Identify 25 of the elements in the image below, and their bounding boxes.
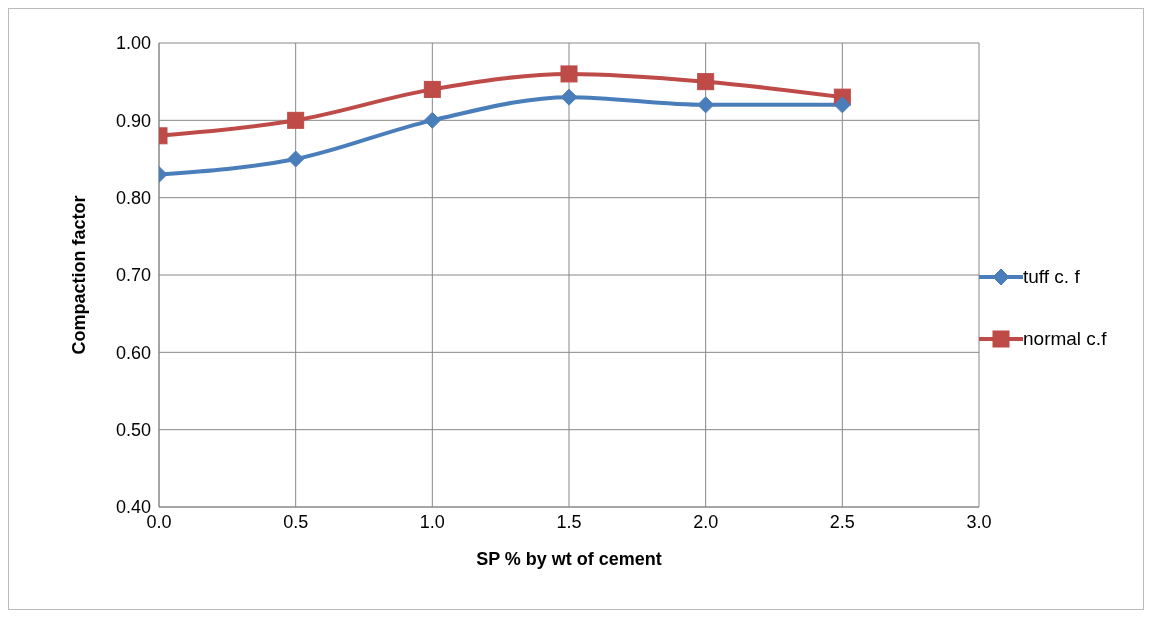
point	[833, 96, 851, 114]
x-tick-label: 2.5	[829, 511, 855, 532]
legend-label: tuff c. f	[1023, 266, 1081, 288]
x-tick-label: 2.0	[693, 511, 719, 532]
point	[697, 73, 715, 91]
point	[287, 111, 305, 129]
point	[423, 80, 441, 98]
x-tick-label: 0.5	[283, 511, 309, 532]
point	[560, 65, 578, 83]
x-axis-title: SP % by wt of cement	[476, 549, 662, 569]
y-tick-label: 0.50	[115, 420, 151, 441]
y-tick-label: 1.00	[115, 33, 151, 54]
y-tick-label: 0.80	[115, 188, 151, 209]
x-tick-label: 3.0	[966, 511, 992, 532]
point	[423, 111, 441, 129]
y-axis-title: Compaction factor	[69, 195, 90, 355]
y-tick-label: 0.60	[115, 342, 151, 363]
y-tick-label: 0.70	[115, 265, 151, 286]
point	[697, 96, 715, 114]
legend-label: normal c.f	[1023, 328, 1108, 350]
point	[560, 88, 578, 106]
x-tick-label: 1.5	[556, 511, 582, 532]
x-tick-label: 1.0	[419, 511, 445, 532]
y-tick-label: 0.90	[115, 110, 151, 131]
point	[287, 150, 305, 168]
